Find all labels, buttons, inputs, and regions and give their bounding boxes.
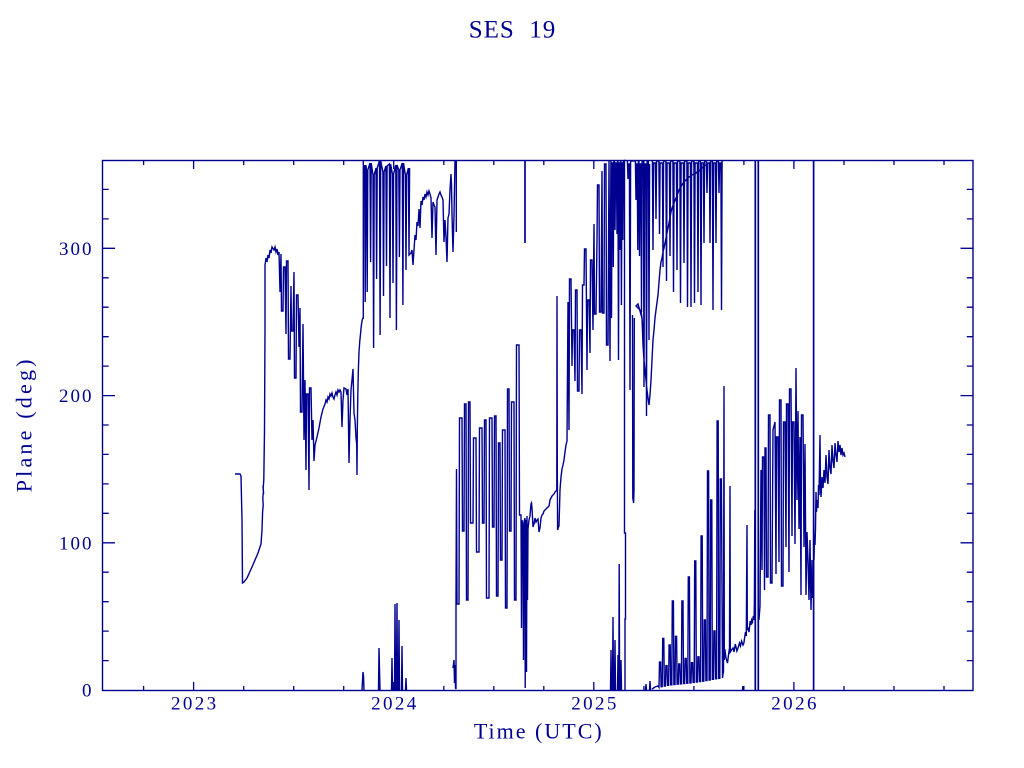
svg-text:300: 300 bbox=[59, 239, 94, 260]
svg-text:SES 19: SES 19 bbox=[469, 17, 557, 44]
svg-text:200: 200 bbox=[59, 386, 94, 407]
svg-text:Plane (deg): Plane (deg) bbox=[12, 356, 37, 492]
svg-text:100: 100 bbox=[59, 533, 94, 554]
svg-text:2025: 2025 bbox=[571, 694, 619, 715]
svg-text:0: 0 bbox=[82, 681, 94, 702]
svg-text:2026: 2026 bbox=[771, 694, 819, 715]
svg-text:Time (UTC): Time (UTC) bbox=[474, 718, 604, 743]
svg-text:2024: 2024 bbox=[371, 694, 419, 715]
svg-text:2023: 2023 bbox=[171, 694, 219, 715]
